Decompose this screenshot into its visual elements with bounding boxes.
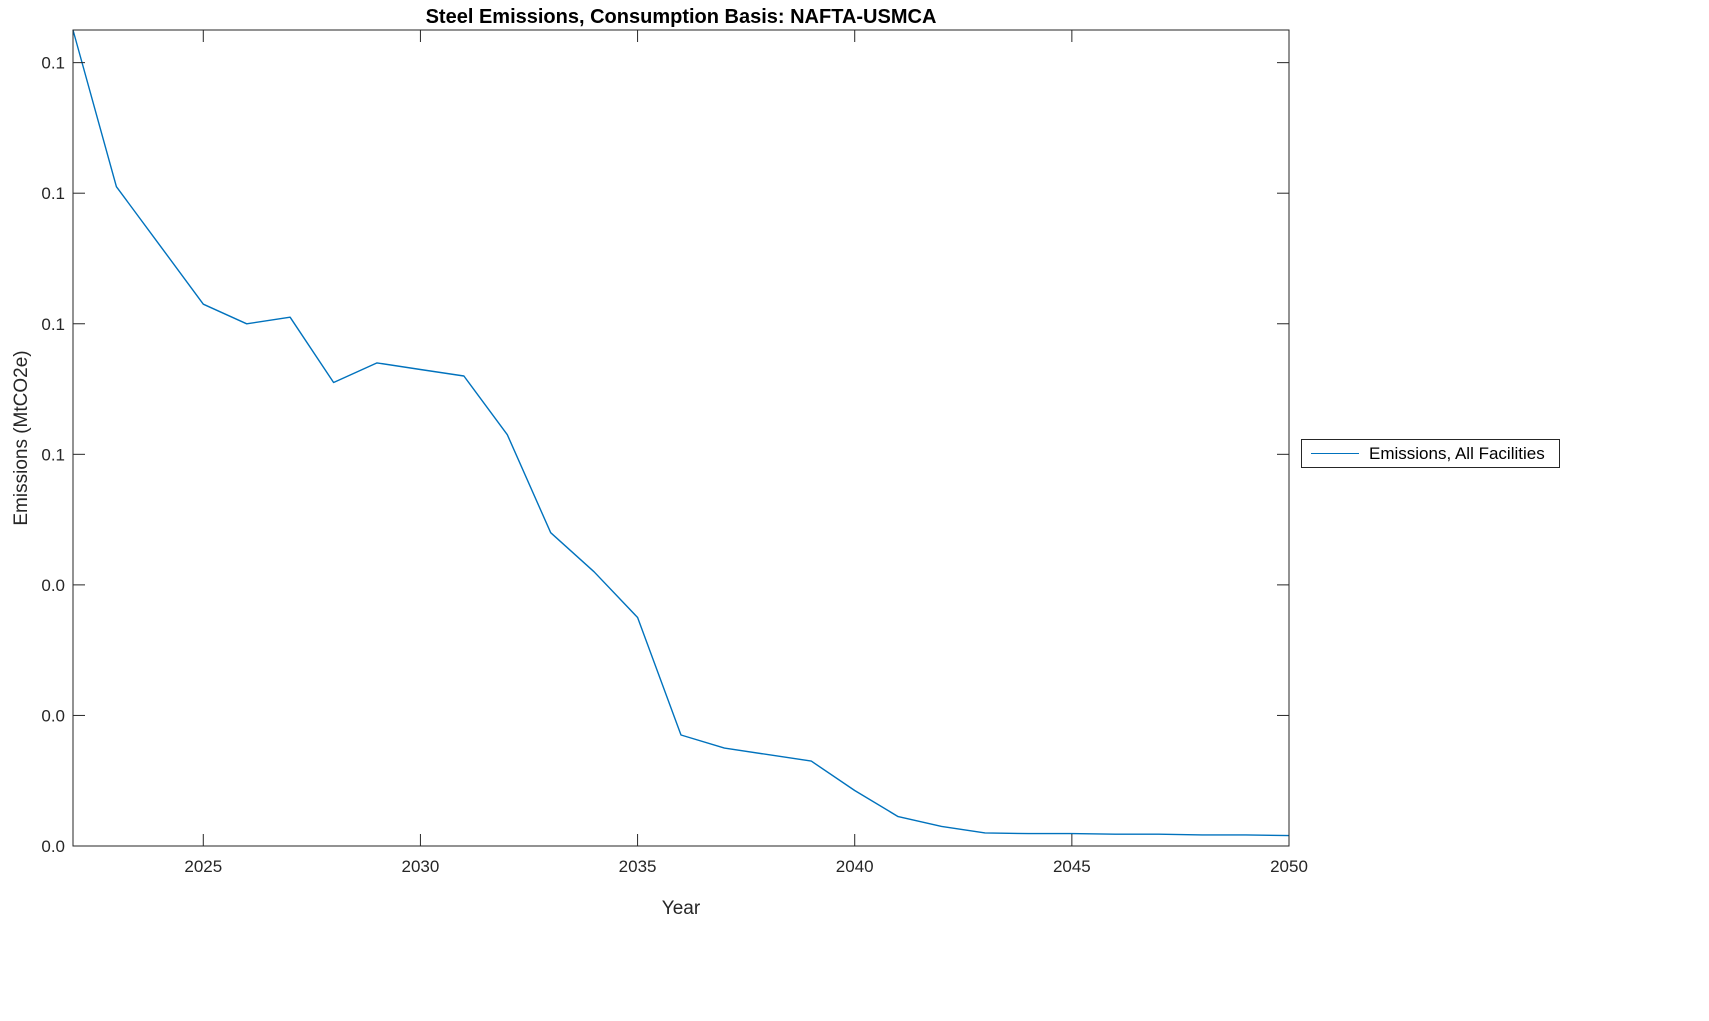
x-tick-label: 2035 [619, 857, 657, 876]
y-tick-label: 0.0 [41, 837, 65, 856]
y-tick-label: 0.1 [41, 184, 65, 203]
x-tick-label: 2050 [1270, 857, 1308, 876]
y-tick-label: 0.0 [41, 576, 65, 595]
x-tick-label: 2030 [402, 857, 440, 876]
y-tick-label: 0.1 [41, 54, 65, 73]
x-axis-label: Year [661, 898, 701, 919]
legend: Emissions, All Facilities [1301, 439, 1560, 468]
emissions-line [72, 29, 1290, 837]
axes-box [72, 29, 1290, 847]
x-tick-label: 2040 [836, 857, 874, 876]
y-tick-label: 0.1 [41, 445, 65, 464]
x-tick-label: 2045 [1053, 857, 1091, 876]
chart-title: Steel Emissions, Consumption Basis: NAFT… [425, 6, 937, 28]
y-tick-label: 0.0 [41, 706, 65, 725]
y-tick-label: 0.1 [41, 315, 65, 334]
x-tick-label: 2025 [184, 857, 222, 876]
legend-label: Emissions, All Facilities [1369, 443, 1545, 463]
legend-line-sample [1311, 453, 1359, 454]
